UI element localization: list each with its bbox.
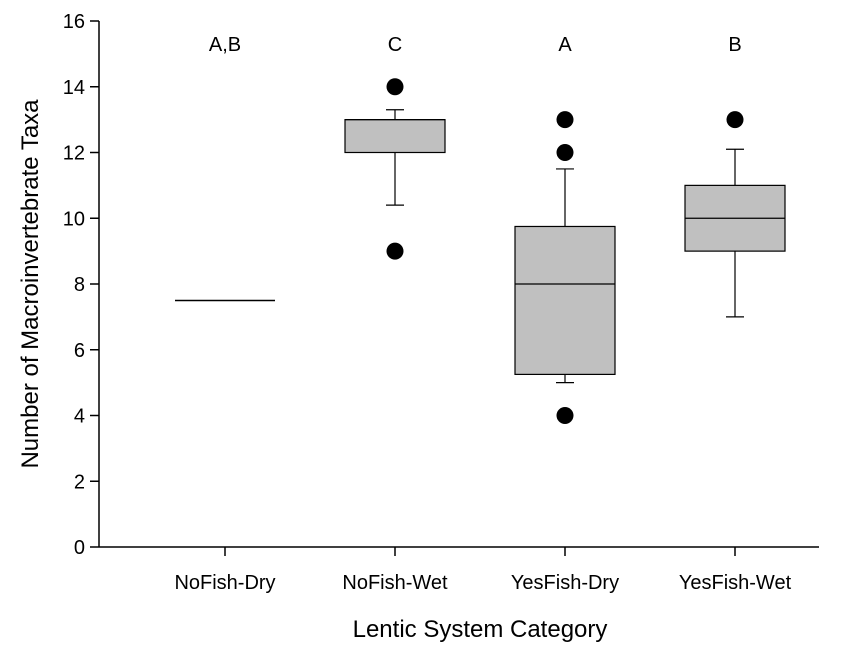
outlier-point [556,407,574,424]
y-tick-label: 8 [74,274,85,296]
y-tick-label: 2 [74,471,85,493]
y-tick-label: 16 [63,11,85,33]
x-tick-label: NoFish-Dry [174,572,275,594]
box-iqr [344,119,446,154]
box-iqr [514,225,616,376]
y-tick-label: 4 [74,406,85,428]
y-tick-label: 14 [63,77,85,99]
y-tick-label: 10 [63,208,85,230]
outlier-point [386,242,404,260]
y-tick-label: 6 [74,340,85,362]
y-tick-label: 12 [63,143,85,165]
y-tick-label: 0 [74,537,85,559]
group-letter-label: A [558,34,572,56]
group-letter-label: B [728,34,741,56]
group-letter-label: A,B [209,34,241,56]
outlier-point [386,78,404,96]
x-tick-label: YesFish-Wet [679,572,792,594]
x-tick-label: YesFish-Dry [511,572,619,594]
x-axis-title: Lentic System Category [353,616,608,643]
outlier-point [556,111,574,129]
y-axis-title: Number of Macroinvertebrate Taxa [17,99,44,469]
outlier-point [726,111,744,129]
x-tick-label: NoFish-Wet [342,572,448,594]
outlier-point [556,144,574,161]
group-letter-label: C [388,34,402,56]
